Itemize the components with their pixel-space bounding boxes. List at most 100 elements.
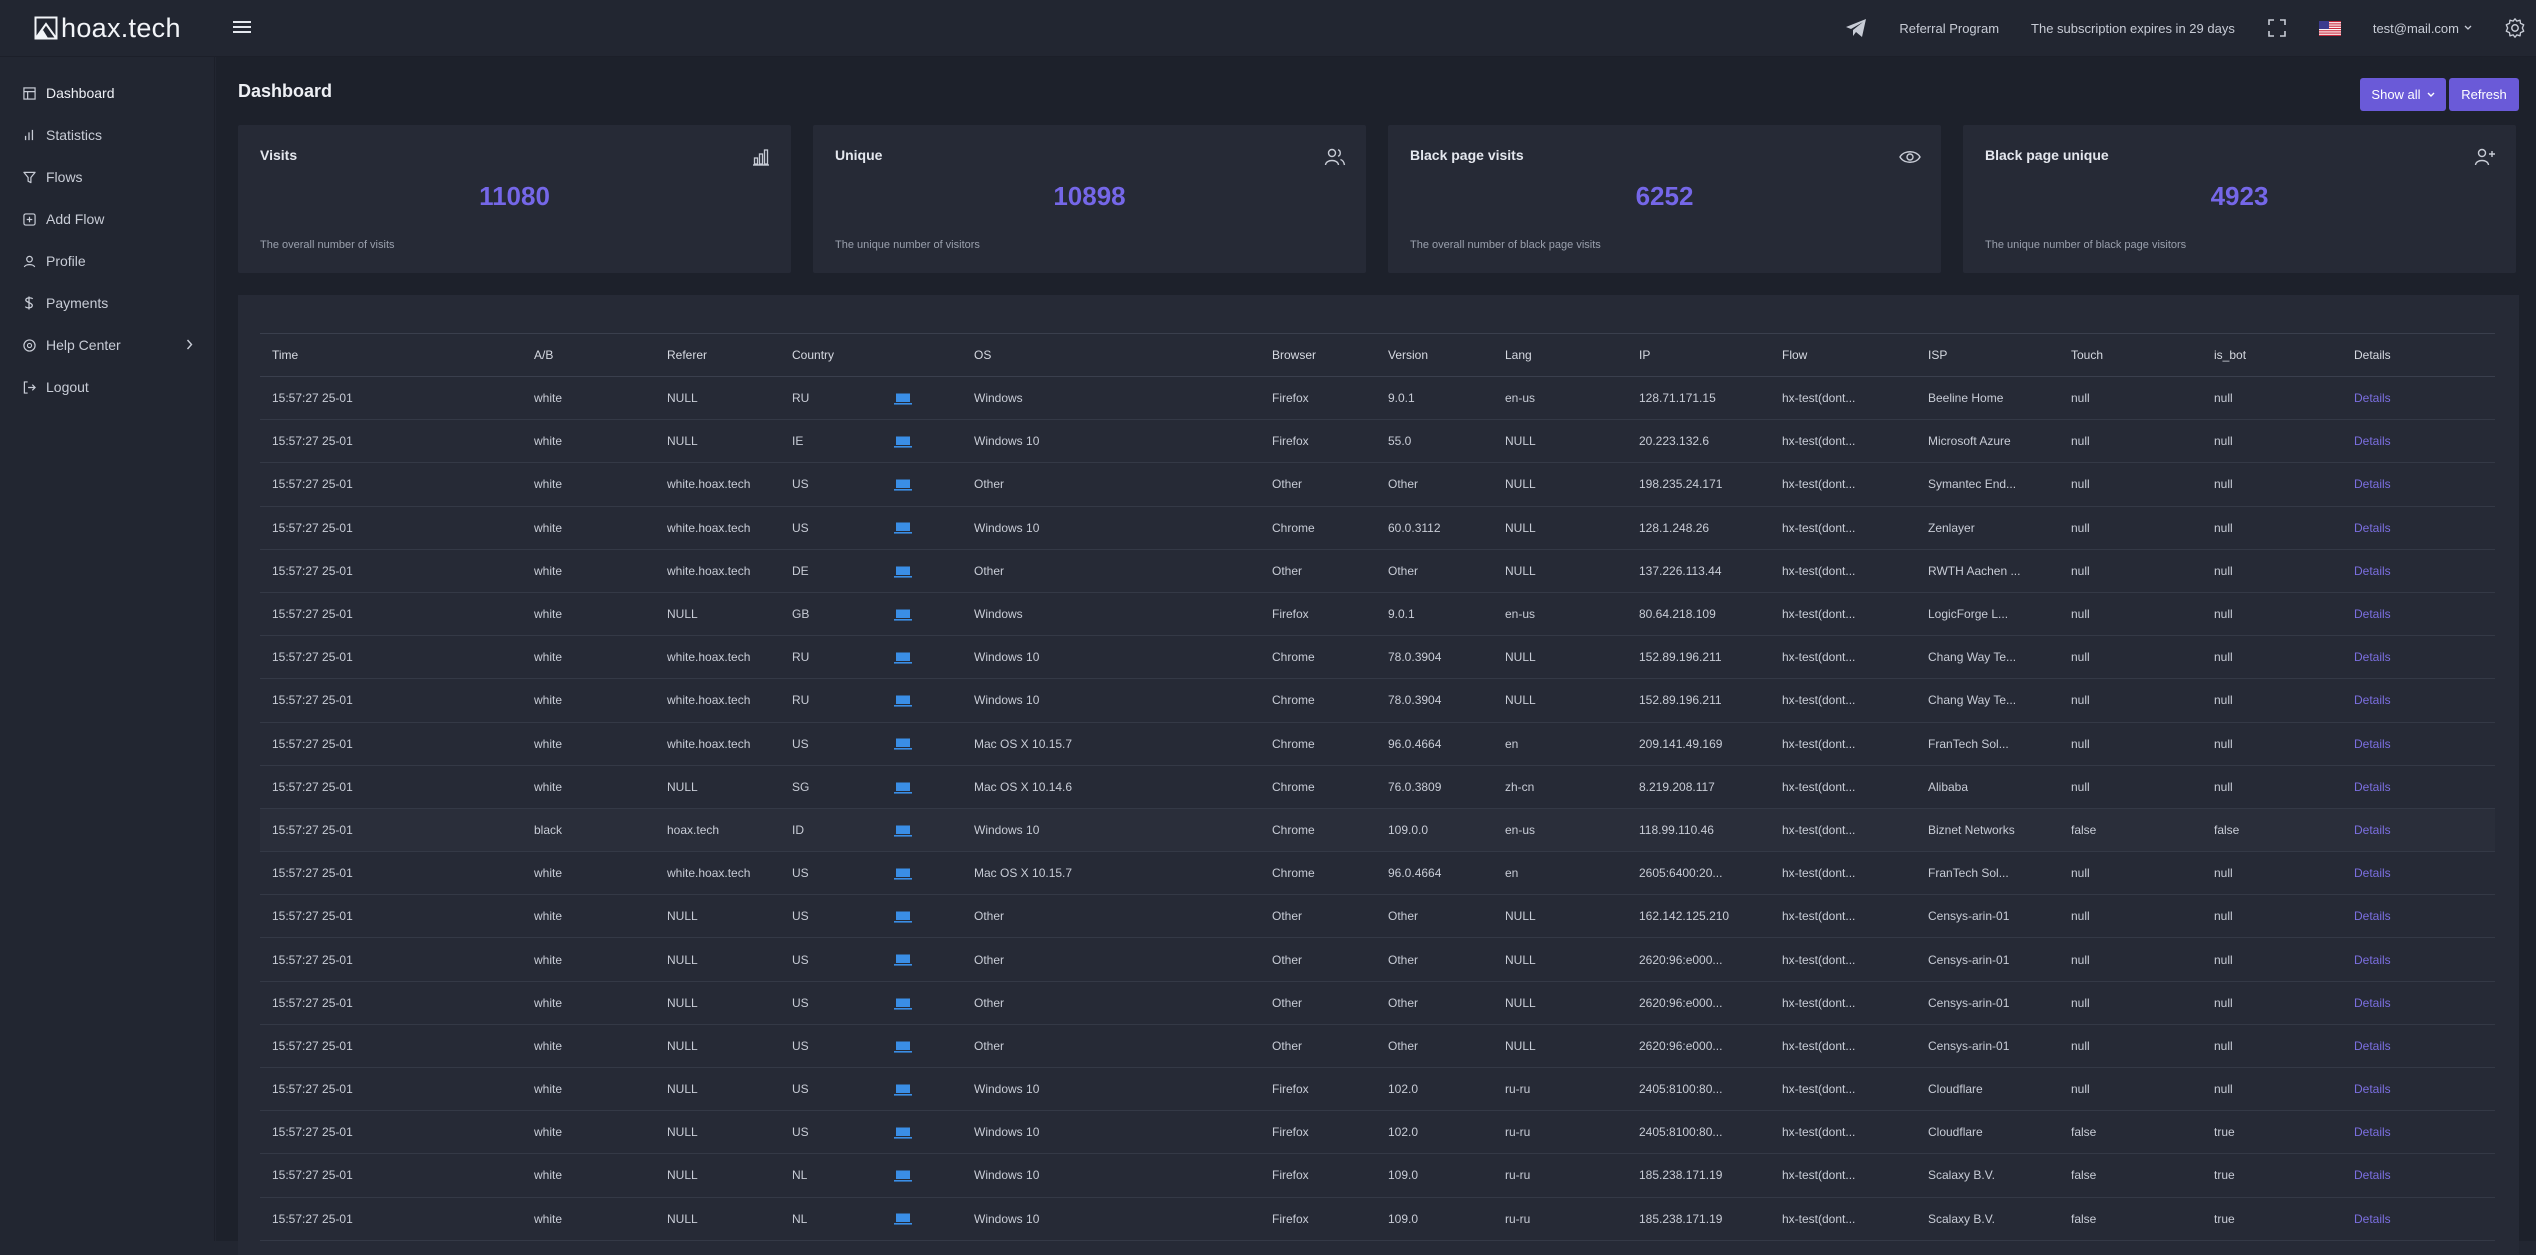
details-link[interactable]: Details [2354,477,2391,492]
details-link[interactable]: Details [2354,434,2391,449]
details-link[interactable]: Details [2354,909,2391,924]
cell-os: Windows [962,376,1260,421]
user-menu[interactable]: test@mail.com [2373,21,2472,36]
column-header[interactable]: ISP [1916,333,2059,377]
desktop-device-icon [894,738,912,751]
column-header[interactable]: Lang [1493,333,1627,377]
details-link[interactable]: Details [2354,650,2391,665]
cell-device [882,851,962,896]
details-link[interactable]: Details [2354,391,2391,406]
referral-program-link[interactable]: Referral Program [1899,20,2000,36]
table-row[interactable]: 15:57:27 25-01 white white.hoax.tech RU Wind… [260,635,2495,680]
cell-is-bot: null [2202,981,2342,1025]
details-link[interactable]: Details [2354,952,2391,967]
cell-device [882,1067,962,1112]
column-header [882,333,962,377]
table-row[interactable]: 15:57:27 25-01 white NULL US Other Other Other… [260,894,2495,939]
table-row[interactable]: 15:57:27 25-01 white white.hoax.tech RU Wind… [260,678,2495,723]
sidebar-item-help-center[interactable]: Help Center [0,333,215,357]
cell-os: Windows [962,592,1260,637]
cell-country: US [780,1067,882,1112]
table-row[interactable]: 15:57:27 25-01 white NULL GB Windows Firefox 9… [260,592,2495,637]
refresh-button[interactable]: Refresh [2449,78,2519,111]
logo-text: hoax.tech [61,12,181,43]
sidebar-item-label: Profile [46,253,86,269]
table-row[interactable]: 15:57:27 25-01 white white.hoax.tech US Mac … [260,851,2495,896]
cell-referer: NULL [655,894,780,939]
sidebar-item-dashboard[interactable]: Dashboard [0,81,215,105]
cell-browser: Other [1260,894,1376,939]
gear-icon[interactable] [2504,17,2526,39]
cell-ip: 128.71.171.15 [1627,376,1770,421]
details-link[interactable]: Details [2354,520,2391,535]
table-row[interactable]: 15:57:27 25-01 white NULL US Windows 10 Firef… [260,1110,2495,1155]
table-row[interactable]: 15:57:27 25-01 white NULL NL Windows 10 Firef… [260,1153,2495,1198]
cell-country: SG [780,765,882,809]
cell-ab: white [522,635,655,680]
table-row[interactable]: 15:57:27 25-01 white NULL US Windows 10 Firef… [260,1067,2495,1112]
cell-touch: false [2059,808,2202,853]
column-header[interactable]: is_bot [2202,333,2342,377]
cell-details: Details [2342,851,2495,896]
sidebar-item-flows[interactable]: Flows [0,165,215,189]
table-row[interactable]: 15:57:27 25-01 white NULL RU Windows Firefox 9… [260,376,2495,421]
details-link[interactable]: Details [2354,693,2391,708]
column-header[interactable]: Browser [1260,333,1376,377]
logo[interactable]: hoax.tech [34,12,181,44]
sidebar-item-profile[interactable]: Profile [0,249,215,273]
table-row[interactable]: 15:57:27 25-01 white NULL SG Mac OS X 10.14.… [260,765,2495,809]
details-link[interactable]: Details [2354,822,2391,837]
column-header[interactable]: A/B [522,333,655,377]
column-header[interactable]: Time [260,333,522,377]
table-row[interactable]: 15:57:27 25-01 white white.hoax.tech US Wind… [260,506,2495,550]
cell-lang: en-us [1493,808,1627,853]
column-header[interactable]: Version [1376,333,1493,377]
column-header[interactable]: Details [2342,333,2495,377]
details-link[interactable]: Details [2354,1038,2391,1053]
show-all-dropdown-button[interactable]: Show all [2360,78,2446,111]
table-row[interactable]: 15:57:27 25-01 white NULL US Other Other Other… [260,937,2495,982]
column-header[interactable]: Touch [2059,333,2202,377]
details-link[interactable]: Details [2354,1082,2391,1097]
details-link[interactable]: Details [2354,866,2391,881]
menu-toggle-button[interactable] [232,17,252,37]
us-flag-icon[interactable] [2318,20,2341,36]
details-link[interactable]: Details [2354,563,2391,578]
table-row[interactable]: 15:57:27 25-01 white white.hoax.tech DE Othe… [260,549,2495,593]
cell-device [882,1153,962,1198]
cell-lang: NULL [1493,506,1627,550]
cell-browser: Firefox [1260,419,1376,464]
details-link[interactable]: Details [2354,779,2391,794]
cell-os: Mac OS X 10.15.7 [962,851,1260,896]
telegram-icon[interactable] [1845,18,1867,38]
column-header[interactable]: Flow [1770,333,1916,377]
table-row[interactable]: 15:57:27 25-01 white NULL US Other Other Other… [260,981,2495,1025]
cell-touch: false [2059,1153,2202,1198]
cell-browser: Firefox [1260,1197,1376,1241]
details-link[interactable]: Details [2354,607,2391,622]
column-header[interactable]: Referer [655,333,780,377]
table-row[interactable]: 15:57:27 25-01 white white.hoax.tech US Mac … [260,722,2495,766]
table-row[interactable]: 15:57:27 25-01 white NULL US Other Other Other… [260,1024,2495,1069]
table-row[interactable]: 15:57:27 25-01 white white.hoax.tech US Othe… [260,462,2495,507]
table-row[interactable]: 15:57:27 25-01 black hoax.tech ID Windows 10… [260,808,2495,853]
filter-icon [22,170,36,184]
table-row[interactable]: 15:57:27 25-01 white NULL NL Windows 10 Firef… [260,1197,2495,1241]
fullscreen-icon[interactable] [2267,18,2287,38]
column-header[interactable]: Country [780,333,882,377]
sidebar-item-logout[interactable]: Logout [0,375,215,399]
cell-isp: Censys-arin-01 [1916,937,2059,982]
sidebar-item-statistics[interactable]: Statistics [0,123,215,147]
details-link[interactable]: Details [2354,1211,2391,1226]
cell-device [882,376,962,421]
table-row[interactable]: 15:57:27 25-01 white NULL IE Windows 10 Firef… [260,419,2495,464]
sidebar-item-payments[interactable]: Payments [0,291,215,315]
details-link[interactable]: Details [2354,1168,2391,1183]
column-header[interactable]: IP [1627,333,1770,377]
details-link[interactable]: Details [2354,995,2391,1010]
column-header[interactable]: OS [962,333,1260,377]
cell-time: 15:57:27 25-01 [260,722,522,766]
details-link[interactable]: Details [2354,736,2391,751]
details-link[interactable]: Details [2354,1125,2391,1140]
sidebar-item-add-flow[interactable]: Add Flow [0,207,215,231]
